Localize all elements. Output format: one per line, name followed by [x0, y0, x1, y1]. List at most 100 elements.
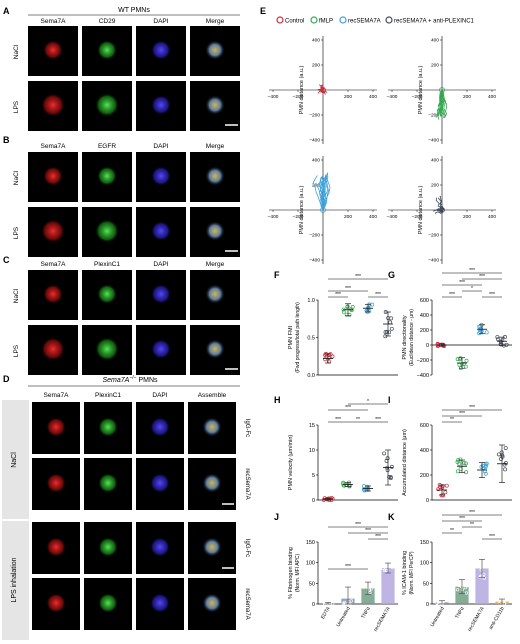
sig-label: ***: [469, 510, 475, 516]
data-point: [390, 564, 394, 568]
migration-track: [440, 89, 444, 117]
col-label-c-0: Sema7A: [41, 261, 67, 268]
y-tick-label: 0: [426, 602, 429, 608]
sig-label: ***: [459, 516, 465, 522]
col-label-a-1: CD29: [99, 18, 116, 25]
y-tick-label: 0.5: [307, 336, 315, 342]
cell-d-2-0: [46, 537, 66, 557]
track-plot-0: −400 −200 200 400 400 200 −200 −400 PMN distance…: [268, 36, 377, 144]
col-label-b-1: EGFR: [98, 143, 116, 150]
y-tick-label: −200: [428, 113, 439, 119]
cell-c-1-1: [95, 337, 119, 361]
cell-a-1-2: [151, 95, 171, 115]
migration-track: [312, 175, 324, 211]
y-tick-label: 400: [420, 448, 429, 454]
data-point: [496, 452, 501, 457]
cell-c-0-2: [151, 284, 171, 304]
y-tick-label: 200: [431, 63, 439, 69]
cell-c-1-0: [41, 337, 65, 361]
x-tick-label: 200: [463, 214, 471, 220]
x-tick-label: −200: [412, 214, 423, 220]
panel-g: G 600 400 200 0 −200 −400 PMN directionality (Eu…: [388, 268, 512, 379]
cell-a-0-3: [205, 40, 225, 60]
panel-a-letter: A: [3, 6, 10, 16]
col-label-a-0: Sema7A: [41, 18, 67, 25]
cell-d-0-2: [150, 417, 170, 437]
data-point: [349, 599, 354, 603]
panel-d-header: Sema7A−/− PMNs: [102, 375, 158, 384]
legend-label-control: Control: [285, 19, 304, 25]
col-label-d-2: DAPI: [152, 392, 167, 399]
y-axis-label: PMN distance (a.u.): [418, 186, 424, 235]
panel-letter: K: [388, 512, 395, 522]
y-axis-label: PMN directionality: [402, 315, 408, 360]
data-point: [341, 483, 346, 488]
migration-track: [320, 84, 325, 91]
panel-a-header: WT PMNs: [118, 7, 150, 14]
col-label-d-1: PlexinC1: [95, 392, 121, 399]
cell-b-1-0: [41, 219, 65, 243]
cell-d-0-1: [98, 417, 118, 437]
cell-a-0-0: [43, 40, 63, 60]
panel-e-letter: E: [260, 6, 266, 16]
data-point: [389, 464, 394, 469]
y-tick-label: −200: [309, 233, 320, 239]
col-label-b-3: Merge: [206, 143, 225, 150]
x-tick-label: −400: [268, 94, 279, 100]
row-label-d-2: IgG-Fc: [244, 539, 250, 557]
cell-d-0-3: [202, 417, 222, 437]
data-point: [382, 568, 387, 572]
y-tick-label: 0: [426, 343, 429, 349]
cell-c-0-1: [97, 284, 117, 304]
data-point: [369, 587, 374, 591]
x-tick-label: 200: [344, 94, 352, 100]
data-point: [365, 585, 369, 590]
migration-track: [322, 175, 329, 211]
panel-letter: H: [274, 395, 281, 405]
data-point: [389, 326, 394, 331]
data-point: [484, 330, 489, 335]
cell-d-2-3: [202, 537, 222, 557]
migration-track: [320, 177, 326, 211]
panel-e: E Control fMLP recSEMA7A recSEMA7A + ant…: [260, 6, 496, 264]
data-point: [462, 461, 467, 465]
microscopy-panels: A WT PMNs Sema7A CD29 DAPI Merge NaCl LPS B S…: [2, 6, 250, 640]
y-tick-label: 200: [312, 183, 320, 189]
y-tick-label: 600: [420, 298, 429, 304]
y-tick-label: 0: [312, 602, 315, 608]
y-tick-label: −400: [309, 258, 320, 264]
col-label-c-3: Merge: [206, 261, 225, 268]
x-tick-label: −200: [293, 94, 304, 100]
sig-label: ***: [335, 292, 341, 298]
cell-d-1-0: [46, 473, 66, 493]
y-tick-label: 150: [420, 540, 429, 546]
panel-letter: G: [388, 270, 395, 280]
sig-label: ***: [479, 274, 485, 280]
y-tick-label: −200: [309, 113, 320, 119]
cell-c-1-3: [205, 339, 225, 359]
x-tick-label: −400: [387, 94, 398, 100]
y-tick-label: 600: [420, 423, 429, 429]
col-label-a-3: Merge: [206, 18, 225, 25]
x-tick-label: −400: [387, 214, 398, 220]
sig-label: ***: [459, 280, 465, 286]
origin-marker: [320, 207, 326, 213]
data-point: [495, 335, 500, 339]
sig-label: ***: [355, 274, 361, 280]
y-tick-label: 5: [312, 473, 315, 479]
data-point: [341, 481, 346, 486]
col-label-d-3: Assemble: [198, 392, 227, 399]
data-point: [484, 461, 489, 466]
legend-label-anti-plexinc1: recSEMA7A + anti-PLEXINC1: [394, 19, 475, 25]
cell-d-2-1: [98, 537, 118, 557]
data-point: [455, 460, 460, 464]
sig-label: ***: [335, 417, 341, 423]
data-point: [479, 568, 483, 572]
cell-d-0-0: [46, 417, 66, 437]
cell-b-1-2: [151, 221, 171, 241]
sig-label: ***: [459, 411, 465, 417]
data-point: [504, 342, 509, 347]
panel-b-grid: Sema7A EGFR DAPI Merge NaCl LPS: [13, 143, 240, 257]
track-plot-3: −400 −200 200 400 400 200 −200 −400 PMN distance…: [387, 156, 496, 264]
y-axis-label: % Fibrinogen binding: [288, 547, 294, 599]
